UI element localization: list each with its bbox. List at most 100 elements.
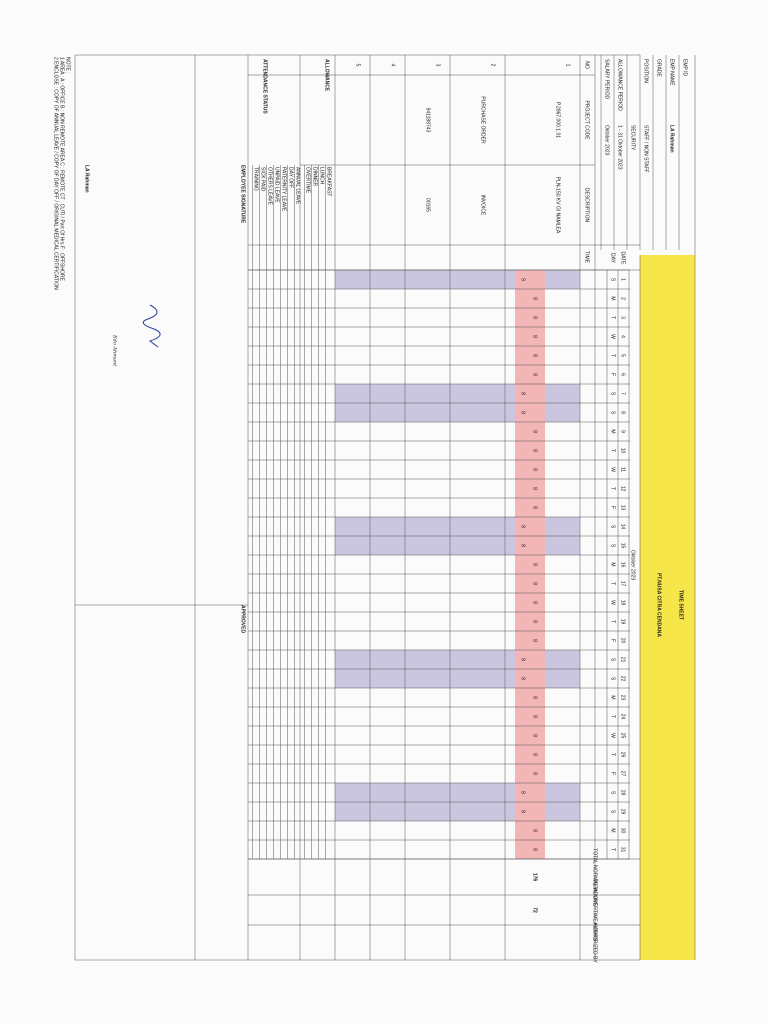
normal-hours: 8 [532, 449, 538, 452]
normal-hours: 8 [532, 734, 538, 737]
attendance-label: ATTENDANCE STATUS [262, 59, 268, 114]
field-value: SECURITY [630, 125, 636, 151]
weekday: S [610, 278, 616, 282]
normal-hours: 8 [532, 772, 538, 775]
date: 27 [620, 771, 626, 777]
attendance-item: ANNUAL LEAVE [295, 167, 301, 205]
allowance-item: OVERTIME [305, 167, 311, 194]
weekday: F [610, 506, 616, 509]
overtime-hours: 8 [520, 392, 526, 395]
date: 25 [620, 733, 626, 739]
project-header: PROJECT CODE [584, 100, 590, 140]
date: 26 [620, 752, 626, 758]
description: 00165 [425, 198, 431, 212]
date-header: DATE [620, 252, 626, 266]
normal-hours: 8 [532, 696, 538, 699]
project-code: PURCHASE ORDER [480, 96, 486, 144]
overtime-hours: 8 [520, 525, 526, 528]
weekday: W [610, 467, 616, 472]
day-header: DAY [610, 253, 616, 264]
date: 18 [620, 600, 626, 606]
normal-hours: 8 [532, 582, 538, 585]
date: 13 [620, 505, 626, 511]
date: 6 [620, 373, 626, 376]
weekday: S [610, 658, 616, 662]
date: 19 [620, 619, 626, 625]
date: 24 [620, 714, 626, 720]
date: 11 [620, 467, 626, 472]
row-no: 2 [490, 64, 496, 67]
date: 8 [620, 411, 626, 414]
date: 2 [620, 297, 626, 300]
weekday: S [610, 544, 616, 548]
weekday: T [610, 582, 616, 585]
description: INVOICE [480, 195, 486, 216]
overtime-hours: 8 [520, 278, 526, 281]
weekday: M [610, 562, 616, 566]
weekday: M [610, 695, 616, 699]
project-code: P.2867.000.1.01 [555, 102, 561, 138]
normal-hours: 8 [532, 620, 538, 623]
overtime-hours: 8 [520, 810, 526, 813]
normal-hours: 8 [532, 848, 538, 851]
date: 14 [620, 524, 626, 530]
header-band [640, 255, 695, 960]
date: 16 [620, 562, 626, 568]
normal-hours: 8 [532, 563, 538, 566]
weekday: F [610, 373, 616, 376]
allowance-item: BREAKFAST [326, 167, 332, 196]
field-value: Oktober 2023 [604, 125, 610, 156]
field-value: 1 - 31 Oktober 2023 [617, 125, 623, 170]
date: 7 [620, 392, 626, 395]
weekday: S [610, 525, 616, 529]
weekday: T [610, 753, 616, 756]
date: 20 [620, 638, 626, 644]
desc-header: DESCRIPTION [584, 188, 590, 223]
row-no: 3 [435, 64, 441, 67]
row-no: 1 [565, 64, 571, 67]
weekday: S [610, 677, 616, 681]
field-label: SALARY PERIOD [604, 59, 610, 99]
overtime-hours: 8 [520, 544, 526, 547]
normal-hours: 8 [532, 829, 538, 832]
signer: Edo Ahmant [112, 334, 118, 367]
company: PT.NUSA CITRA CENDANA [656, 573, 662, 637]
overtime-hours: 8 [520, 411, 526, 414]
date: 21 [620, 657, 626, 663]
weekday: W [610, 334, 616, 339]
hours-band [515, 270, 545, 859]
description: PLN-150 KV GI NAMLEA [555, 177, 561, 234]
date: 28 [620, 790, 626, 796]
weekday: T [610, 620, 616, 623]
attendance-item: UNPAID LEAVE [274, 167, 280, 203]
weekday: M [610, 429, 616, 433]
overtime-hours: 8 [520, 677, 526, 680]
weekday: T [610, 715, 616, 718]
field-label: ALLOWANCE PERIOD [617, 59, 623, 111]
title: TIME SHEET [678, 590, 684, 620]
normal-hours: 8 [532, 316, 538, 319]
weekday: S [610, 411, 616, 415]
note-line: 1 AREA : A : OFFICE B : NON REMOTE AREA … [59, 57, 65, 281]
weekday: M [610, 296, 616, 300]
normal-hours: 8 [532, 715, 538, 718]
normal-hours: 8 [532, 601, 538, 604]
weekday: F [610, 772, 616, 775]
approved-label: APPROVED [240, 605, 246, 633]
no-header: NO [584, 61, 590, 69]
date: 31 [620, 847, 626, 853]
time-header: TIME [584, 251, 590, 264]
date: 15 [620, 543, 626, 549]
normal-hours: 8 [532, 373, 538, 376]
date: 12 [620, 486, 626, 492]
normal-hours: 8 [532, 354, 538, 357]
weekday: F [610, 639, 616, 642]
attendance-item: TRAINING [253, 167, 259, 191]
weekday: S [610, 810, 616, 814]
signature-scribble [142, 304, 161, 348]
date: 29 [620, 809, 626, 815]
weekday: W [610, 600, 616, 605]
row-no: 5 [355, 64, 361, 67]
